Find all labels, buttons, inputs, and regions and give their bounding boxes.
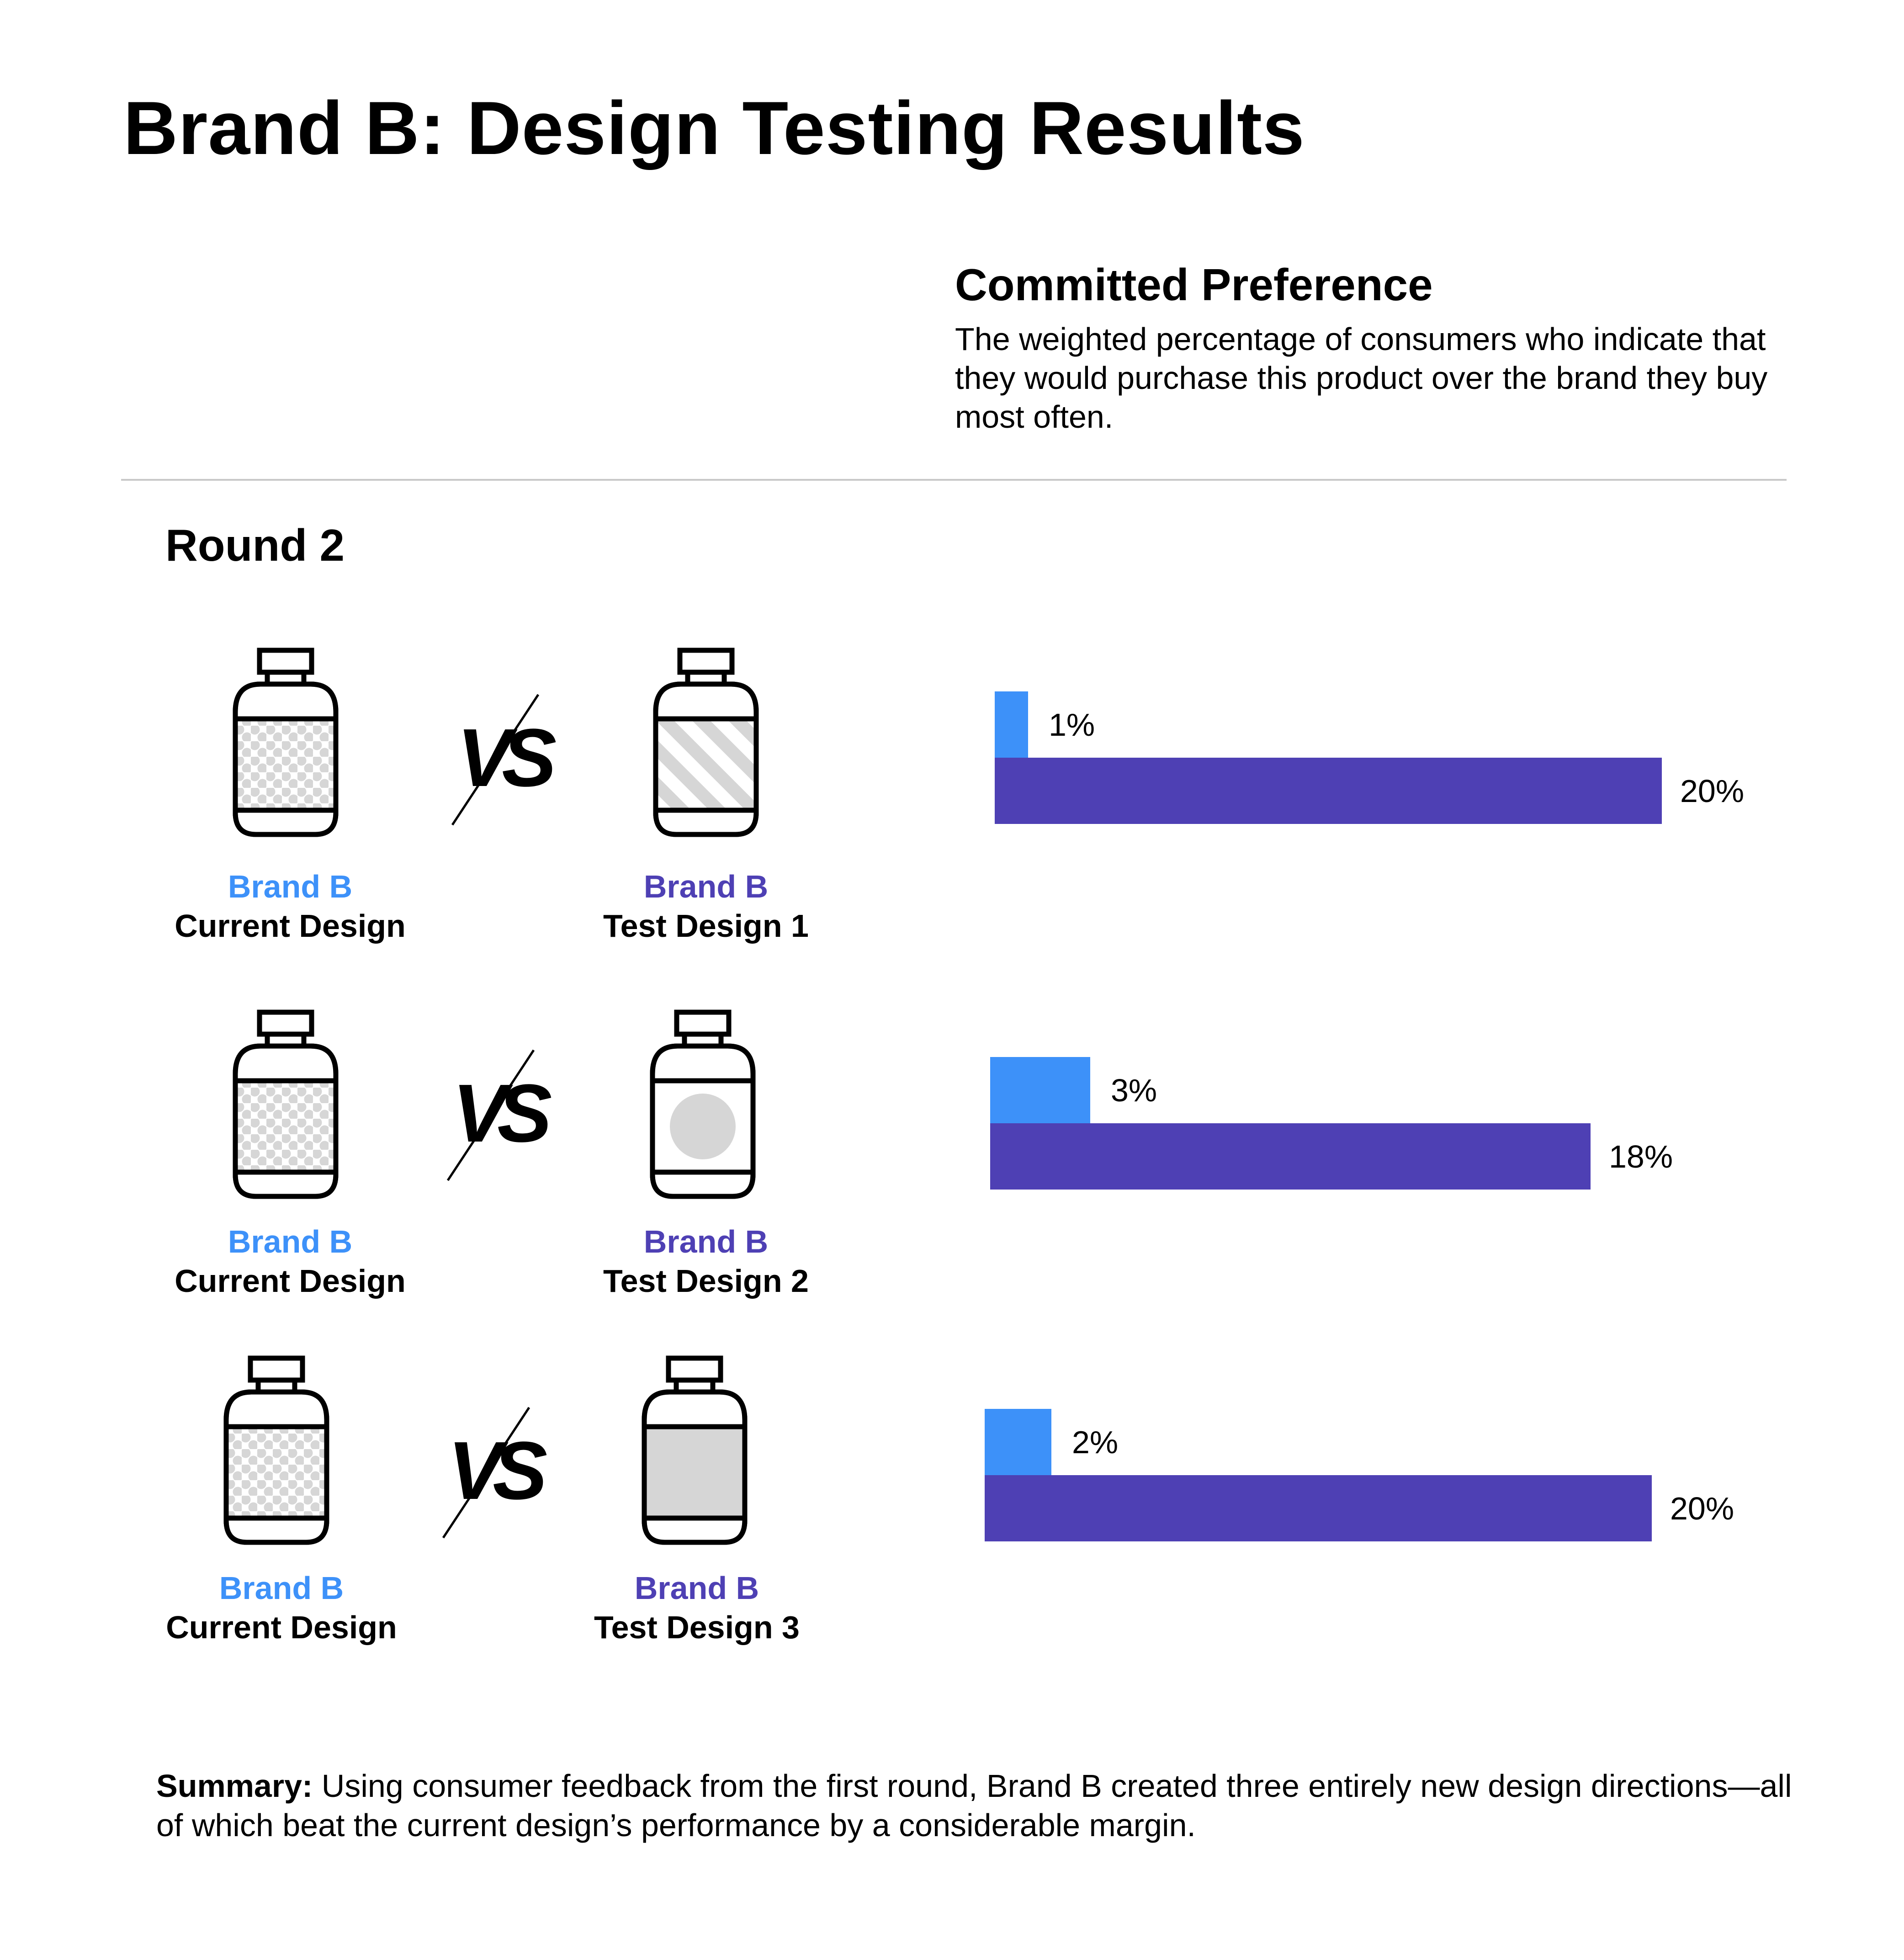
test-design-bar (995, 758, 1662, 824)
divider (121, 479, 1787, 481)
brand-label: Brand B (643, 869, 769, 904)
chart-title: Committed Preference (955, 260, 1433, 310)
round-label: Round 2 (165, 520, 345, 570)
current-design-bottle-icon (223, 1355, 329, 1545)
summary: Summary: Using consumer feedback from th… (156, 1766, 1801, 1845)
test-design-bottle-icon (642, 1355, 748, 1545)
test-design-bar (985, 1475, 1652, 1541)
current-design-bottle-icon (233, 1009, 339, 1199)
current-design-caption-2: Brand B Current Design (107, 1222, 473, 1301)
current-design-caption-3: Brand B Current Design (99, 1568, 464, 1647)
design-label: Test Design 2 (603, 1263, 809, 1299)
brand-label: Brand B (228, 869, 353, 904)
test-design-caption-2: Brand B Test Design 2 (523, 1222, 889, 1301)
bar-value-label: 20% (1680, 773, 1745, 809)
test-design-bottle-icon (653, 648, 759, 837)
bar-value-label: 20% (1670, 1490, 1734, 1526)
brand-label: Brand B (219, 1570, 344, 1606)
design-label: Test Design 1 (603, 908, 809, 944)
test-design-caption-3: Brand B Test Design 3 (514, 1568, 880, 1647)
current-design-bar (985, 1409, 1051, 1475)
design-label: Current Design (175, 908, 406, 944)
summary-label: Summary: (156, 1768, 313, 1804)
bar-value-label: 18% (1609, 1138, 1673, 1174)
current-design-bottle-icon (233, 648, 339, 837)
bar-value-label: 2% (1072, 1424, 1119, 1460)
design-label: Current Design (166, 1609, 397, 1645)
bar-value-label: 1% (1049, 706, 1095, 743)
test-design-bar (990, 1123, 1591, 1190)
test-design-caption-1: Brand B Test Design 1 (523, 867, 889, 945)
chart-description: The weighted percentage of consumers who… (955, 321, 1768, 435)
current-design-caption-1: Brand B Current Design (107, 867, 473, 945)
vs-label: VS (448, 1425, 547, 1517)
brand-label: Brand B (634, 1570, 759, 1606)
vs-icon: VS (451, 694, 566, 826)
page-title: Brand B: Design Testing Results (123, 86, 1305, 170)
brand-label: Brand B (643, 1224, 769, 1259)
brand-label: Brand B (228, 1224, 353, 1259)
design-label: Current Design (175, 1263, 406, 1299)
vs-label: VS (457, 712, 556, 804)
current-design-bar (995, 691, 1028, 758)
vs-icon: VS (442, 1407, 557, 1539)
summary-text: Using consumer feedback from the first r… (156, 1768, 1792, 1843)
bar-value-label: 3% (1111, 1072, 1157, 1108)
design-label: Test Design 3 (594, 1609, 800, 1645)
vs-icon: VS (446, 1049, 562, 1181)
current-design-bar (990, 1057, 1090, 1123)
test-design-bottle-icon (650, 1009, 756, 1199)
vs-label: VS (452, 1068, 552, 1159)
